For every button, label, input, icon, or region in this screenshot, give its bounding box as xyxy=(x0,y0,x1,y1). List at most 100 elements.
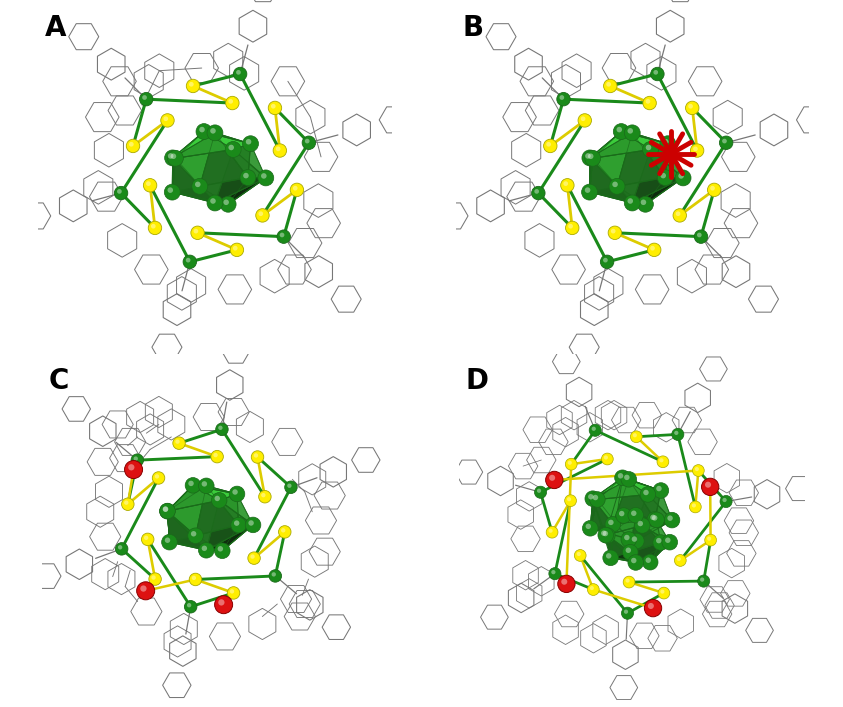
Polygon shape xyxy=(172,158,175,192)
Circle shape xyxy=(233,489,238,495)
Circle shape xyxy=(600,255,614,269)
Polygon shape xyxy=(593,149,651,203)
Circle shape xyxy=(635,518,650,533)
Circle shape xyxy=(623,576,635,588)
Polygon shape xyxy=(642,520,669,542)
Circle shape xyxy=(710,186,715,191)
Circle shape xyxy=(117,189,121,194)
Circle shape xyxy=(568,224,573,228)
Polygon shape xyxy=(207,486,239,525)
Polygon shape xyxy=(632,133,668,177)
Circle shape xyxy=(625,195,640,211)
Polygon shape xyxy=(648,491,672,520)
Polygon shape xyxy=(589,192,646,204)
Circle shape xyxy=(582,184,598,200)
Circle shape xyxy=(653,534,668,550)
Polygon shape xyxy=(606,515,624,558)
Polygon shape xyxy=(617,133,665,187)
Polygon shape xyxy=(168,486,207,536)
Circle shape xyxy=(195,182,201,187)
Circle shape xyxy=(271,572,276,577)
Polygon shape xyxy=(173,132,215,158)
Polygon shape xyxy=(196,486,239,536)
Polygon shape xyxy=(168,486,219,511)
Circle shape xyxy=(170,153,176,159)
Circle shape xyxy=(656,538,662,543)
Circle shape xyxy=(719,136,733,149)
Circle shape xyxy=(191,575,196,580)
Circle shape xyxy=(152,575,156,580)
Polygon shape xyxy=(593,132,668,158)
Circle shape xyxy=(259,211,263,216)
Circle shape xyxy=(161,114,175,127)
Circle shape xyxy=(647,243,661,257)
Circle shape xyxy=(259,491,271,503)
Circle shape xyxy=(619,511,625,516)
Circle shape xyxy=(695,467,699,471)
Circle shape xyxy=(643,96,657,110)
Circle shape xyxy=(544,139,557,153)
Polygon shape xyxy=(172,158,215,203)
Polygon shape xyxy=(636,525,669,563)
Circle shape xyxy=(189,82,194,87)
Circle shape xyxy=(285,481,298,493)
Circle shape xyxy=(118,545,122,549)
Circle shape xyxy=(624,534,630,540)
Circle shape xyxy=(220,197,236,212)
Circle shape xyxy=(268,101,282,115)
Circle shape xyxy=(658,588,669,599)
Circle shape xyxy=(668,515,673,521)
Circle shape xyxy=(585,153,591,158)
Circle shape xyxy=(125,460,142,479)
Circle shape xyxy=(585,187,590,193)
Polygon shape xyxy=(590,525,636,541)
Circle shape xyxy=(604,79,617,93)
Polygon shape xyxy=(648,491,672,520)
Polygon shape xyxy=(168,511,207,550)
Circle shape xyxy=(692,503,696,508)
Circle shape xyxy=(258,170,274,186)
Circle shape xyxy=(629,533,644,549)
Circle shape xyxy=(590,586,594,590)
Circle shape xyxy=(185,477,201,493)
Circle shape xyxy=(677,557,681,561)
Circle shape xyxy=(183,255,196,269)
Circle shape xyxy=(658,170,674,185)
Circle shape xyxy=(603,550,619,566)
Circle shape xyxy=(153,472,164,484)
Circle shape xyxy=(131,454,143,467)
Circle shape xyxy=(255,209,269,222)
Circle shape xyxy=(589,491,605,508)
Circle shape xyxy=(151,224,156,228)
Circle shape xyxy=(210,128,216,134)
Circle shape xyxy=(705,481,711,488)
Circle shape xyxy=(558,575,575,592)
Circle shape xyxy=(588,494,593,499)
Circle shape xyxy=(674,554,686,566)
Polygon shape xyxy=(590,132,632,158)
Circle shape xyxy=(129,142,134,146)
Circle shape xyxy=(707,183,721,197)
Circle shape xyxy=(159,503,175,519)
Circle shape xyxy=(144,536,148,540)
Circle shape xyxy=(640,486,656,502)
Circle shape xyxy=(650,515,656,520)
Circle shape xyxy=(185,258,191,262)
Circle shape xyxy=(229,486,244,502)
Circle shape xyxy=(650,246,655,250)
Circle shape xyxy=(537,489,541,493)
Circle shape xyxy=(240,170,256,185)
Circle shape xyxy=(139,93,153,106)
Circle shape xyxy=(115,187,128,200)
Circle shape xyxy=(583,520,598,536)
Polygon shape xyxy=(168,511,169,542)
Circle shape xyxy=(659,458,663,462)
Polygon shape xyxy=(215,149,266,203)
Circle shape xyxy=(585,151,601,166)
Circle shape xyxy=(695,230,708,243)
Circle shape xyxy=(186,79,200,93)
Circle shape xyxy=(662,534,678,550)
Circle shape xyxy=(280,233,284,238)
Circle shape xyxy=(605,517,620,532)
Circle shape xyxy=(191,531,196,537)
